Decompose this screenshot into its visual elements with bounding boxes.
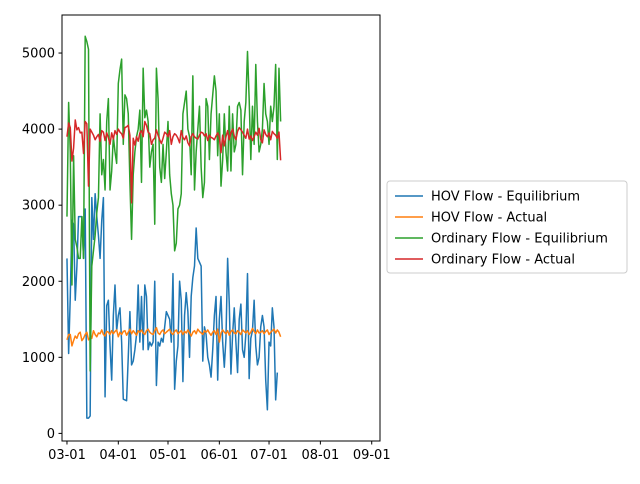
axes-layer: 0 1000 2000 3000 4000 5000 03-01 04-01 05-01 06-0… (22, 14, 391, 463)
legend-label: HOV Flow - Equilibrium (431, 190, 580, 205)
series-line-1 (66, 193, 279, 419)
x-tick-label: 08-01 (301, 448, 339, 463)
series-line-3 (66, 35, 282, 372)
y-tick-label: 0 (47, 427, 55, 442)
x-tick-label: 09-01 (353, 448, 391, 463)
x-tick-label: 07-01 (250, 448, 288, 463)
y-tick-label: 3000 (22, 199, 55, 214)
series-layer (66, 35, 282, 419)
y-tick-label: 2000 (22, 275, 55, 290)
x-tick-label: 05-01 (149, 448, 187, 463)
x-tick-label: 03-01 (48, 448, 86, 463)
legend: HOV Flow - Equilibrium HOV Flow - Actual O… (386, 180, 628, 274)
y-tick-label: 5000 (22, 47, 55, 62)
y-tick-label: 4000 (22, 123, 55, 138)
legend-box (386, 180, 628, 274)
y-tick-label: 1000 (22, 351, 55, 366)
series-line-2 (66, 326, 282, 347)
series-line-4 (66, 119, 282, 204)
legend-label: HOV Flow - Actual (431, 211, 547, 226)
legend-label: Ordinary Flow - Actual (431, 253, 575, 268)
x-tick-label: 04-01 (99, 448, 137, 463)
x-tick-label: 06-01 (200, 448, 238, 463)
legend-label: Ordinary Flow - Equilibrium (431, 232, 608, 247)
plot-frame (61, 14, 381, 442)
